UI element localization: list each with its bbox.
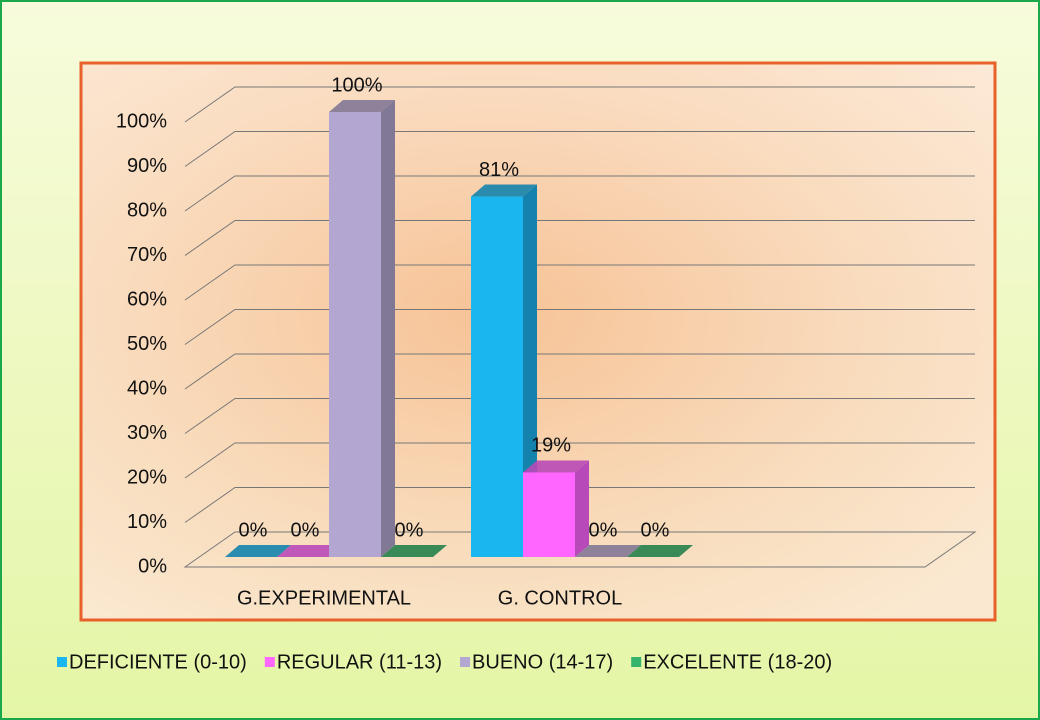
grid-line (184, 487, 975, 523)
data-label: 19% (531, 435, 571, 457)
grid-line (184, 86, 975, 123)
bar-top (471, 184, 537, 197)
grid-line (184, 175, 975, 212)
y-tick-label: 10% (127, 511, 167, 533)
bar-top (381, 545, 447, 557)
legend-label: BUENO (14-17) (472, 651, 613, 673)
bar (329, 112, 381, 557)
bar-top (523, 460, 589, 473)
bar-side (575, 460, 589, 557)
y-tick-label: 40% (127, 377, 167, 399)
grid-line (184, 353, 975, 390)
bar-top (627, 545, 693, 557)
legend-label: EXCELENTE (18-20) (643, 651, 832, 673)
data-label: 0% (641, 519, 670, 541)
data-label: 0% (395, 519, 424, 541)
y-tick-label: 100% (116, 110, 167, 132)
y-tick-label: 20% (127, 466, 167, 488)
y-tick-label: 50% (127, 333, 167, 355)
y-tick-label: 30% (127, 422, 167, 444)
grid-line (184, 220, 975, 256)
y-tick-label: 0% (138, 555, 167, 577)
bar-side (381, 100, 395, 557)
floor (183, 531, 977, 568)
y-tick-label: 80% (127, 199, 167, 221)
legend-swatch (57, 657, 67, 667)
legend-label: DEFICIENTE (0-10) (69, 651, 247, 673)
data-label: 81% (479, 159, 519, 181)
grid-line (184, 442, 975, 479)
legend-swatch (460, 657, 471, 667)
bar (523, 472, 575, 557)
bar (471, 196, 523, 558)
bar-top (225, 545, 291, 557)
data-label: 100% (331, 74, 382, 96)
x-tick-label: G. CONTROL (498, 587, 622, 609)
grid-line (184, 264, 975, 301)
bar-top (277, 545, 343, 557)
data-label: 0% (239, 519, 268, 541)
grid-line (184, 398, 975, 434)
legend-swatch (631, 657, 642, 667)
bar-top (329, 100, 395, 112)
grid-line (184, 309, 975, 345)
bar-top (575, 545, 641, 557)
x-tick-label: G.EXPERIMENTAL (237, 587, 411, 609)
y-tick-label: 70% (127, 244, 167, 266)
legend-swatch (264, 657, 275, 667)
data-label: 0% (589, 519, 618, 541)
grid-line (184, 131, 975, 167)
y-tick-label: 90% (127, 155, 167, 177)
legend-label: REGULAR (11-13) (277, 651, 442, 673)
data-label: 0% (291, 519, 320, 541)
y-tick-label: 60% (127, 288, 167, 310)
